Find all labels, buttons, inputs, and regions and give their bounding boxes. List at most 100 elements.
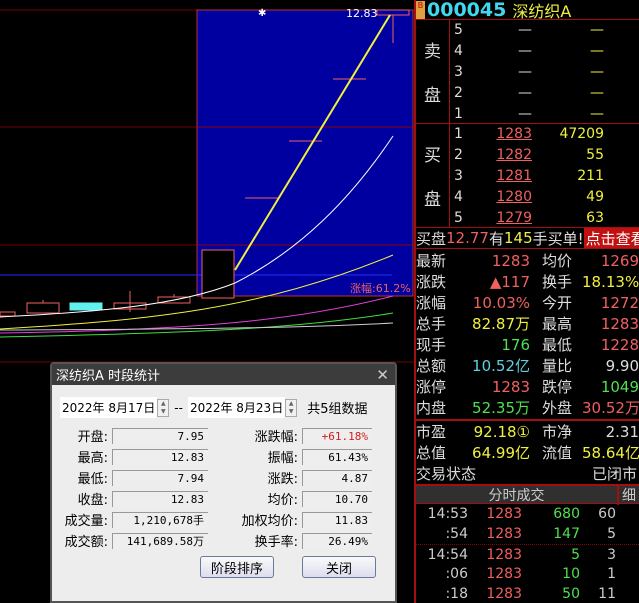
price-value: 1283	[496, 126, 532, 143]
status-value: 已闭市	[591, 465, 637, 483]
stat-label: 均价	[542, 252, 573, 270]
book-row[interactable]: 4 — —	[450, 41, 639, 62]
field-value: 7.94	[112, 469, 208, 486]
kline-chart[interactable]: ✱ 12.83 涨幅:61.2%	[0, 0, 414, 603]
stat-label: 总值	[416, 444, 447, 462]
level: 1	[454, 126, 463, 143]
stat-label: 今开	[542, 294, 573, 312]
field-value: +61.18%	[302, 427, 372, 444]
trade-count: 1	[607, 566, 616, 582]
stat-value: 9.90	[605, 356, 639, 375]
high-label: 12.83	[346, 7, 378, 20]
price: —	[472, 43, 532, 59]
close-button[interactable]: 关闭	[302, 556, 376, 578]
end-date-spinner[interactable]: ▲ ▼	[285, 398, 298, 417]
label: 有	[488, 229, 504, 248]
book-row[interactable]: 2 — —	[450, 82, 639, 103]
tab-detail[interactable]: 细	[617, 484, 639, 505]
label: 手买单!	[532, 229, 584, 248]
stat-label: 市盈	[416, 423, 447, 441]
trades-list[interactable]: 14:53 1283 680 60:54 1283 147 5 14:54 1283 5 3:06 1…	[416, 504, 639, 603]
stat-label: 涨跌	[416, 273, 447, 291]
stat-field: 开盘: 7.95	[46, 426, 208, 445]
stat-field: 涨跌: 4.87	[222, 468, 372, 487]
field-label: 开盘:	[77, 430, 108, 445]
volume: 49	[586, 188, 604, 205]
price: —	[472, 85, 532, 101]
trade-row: :18 1283 50 11	[416, 584, 639, 603]
ma30	[0, 312, 394, 338]
price-value: 1280	[496, 188, 532, 205]
stats-block: 最新 1283 均价 1269 涨跌 ▲117 换手 18.13% 涨幅 10.03% 今开 1272…	[416, 249, 639, 419]
quote-panel: B 000045 深纺织A 卖盘 5— —4— —3— —2— —1— — 买盘 1 128…	[414, 0, 639, 603]
period-stats-dialog: 深纺织A 时段统计 ✕ 2022年 8月17日 ▲ ▼ -- 2022年 8月23日…	[50, 362, 397, 603]
book-row[interactable]: 5 1279 63	[450, 207, 639, 228]
start-date-spinner[interactable]: ▲ ▼	[157, 398, 170, 417]
book-row[interactable]: 4 1280 49	[450, 186, 639, 207]
side-label: 买	[424, 146, 441, 167]
stat-value: 2.31	[605, 422, 639, 441]
stat-label: 跌停	[542, 378, 573, 396]
price: —	[472, 22, 532, 38]
trade-count: 3	[607, 546, 616, 563]
rank-button[interactable]: 阶段排序	[200, 556, 274, 578]
field-label: 换手率:	[254, 535, 298, 550]
stat-row: 现手 176 最低 1228	[416, 334, 639, 355]
stat-value: 82.87万	[472, 315, 530, 333]
volume: 63	[586, 209, 604, 226]
stat-value: ▲117	[489, 272, 530, 291]
ma10	[0, 254, 394, 330]
stat-label: 最低	[542, 336, 573, 354]
stat-row: 总值 64.99亿 流值 58.64亿	[416, 442, 639, 463]
field-value: 4.87	[302, 469, 372, 486]
price: 1280	[472, 189, 532, 205]
trade-status: 交易状态 已闭市	[416, 463, 639, 484]
level: 4	[454, 43, 463, 60]
buy-book: 买盘 1 1283 47209 2 1282 55 3 1281 211 4 1280 49 5 1279…	[416, 124, 639, 228]
stat-label: 外盘	[542, 399, 573, 417]
side-label: 盘	[424, 85, 441, 106]
trade-time: :18	[445, 586, 468, 602]
stat-label: 涨幅	[416, 294, 447, 312]
stat-field: 成交额: 141,689.58万	[46, 531, 208, 550]
view-button[interactable]: 点击查看	[583, 228, 639, 248]
volume: 47209	[559, 126, 604, 143]
level: 5	[454, 22, 463, 39]
volume: —	[590, 105, 604, 122]
field-value: 12.83	[112, 448, 208, 465]
trade-volume: 50	[562, 586, 580, 602]
field-value: 7.95	[112, 427, 208, 444]
price-value: —	[518, 105, 532, 122]
book-row[interactable]: 3 1281 211	[450, 166, 639, 187]
price-value: —	[518, 43, 532, 60]
stat-field: 加权均价: 11.83	[222, 510, 372, 529]
level: 3	[454, 167, 463, 184]
qty: 145	[503, 229, 533, 247]
stat-label: 市净	[542, 423, 573, 441]
sell-book: 卖盘 5 — — 4 — — 3 — — 2 — — 1 — —	[416, 20, 639, 124]
field-value: 11.83	[302, 511, 372, 528]
field-value: 10.70	[302, 490, 372, 507]
book-row[interactable]: 1 1283 47209	[450, 124, 639, 145]
book-row[interactable]: 2 1282 55	[450, 145, 639, 166]
stat-value: 176	[501, 335, 530, 354]
stat-field: 振幅: 61.43%	[222, 447, 372, 466]
field-value: 12.83	[112, 490, 208, 507]
stat-value: 18.13%	[582, 272, 639, 291]
trade-price: 1283	[486, 566, 522, 582]
trade-count: 5	[607, 526, 616, 542]
quote-header: B 000045 深纺织A	[416, 0, 639, 21]
end-date-input[interactable]: 2022年 8月23日	[187, 397, 286, 418]
record-count: 共5组数据	[307, 402, 368, 417]
book-row[interactable]: 5 — —	[450, 20, 639, 41]
volume: —	[590, 22, 604, 39]
stock-code: 000045	[427, 0, 507, 21]
side-label: 盘	[424, 189, 441, 210]
volume: —	[590, 43, 604, 60]
book-row[interactable]: 3 — —	[450, 62, 639, 83]
field-value: 1,210,678手	[112, 511, 208, 528]
start-date-input[interactable]: 2022年 8月17日	[60, 397, 158, 418]
board-badge: B	[416, 0, 425, 19]
close-icon[interactable]: ✕	[376, 365, 389, 384]
book-row[interactable]: 1 — —	[450, 103, 639, 124]
